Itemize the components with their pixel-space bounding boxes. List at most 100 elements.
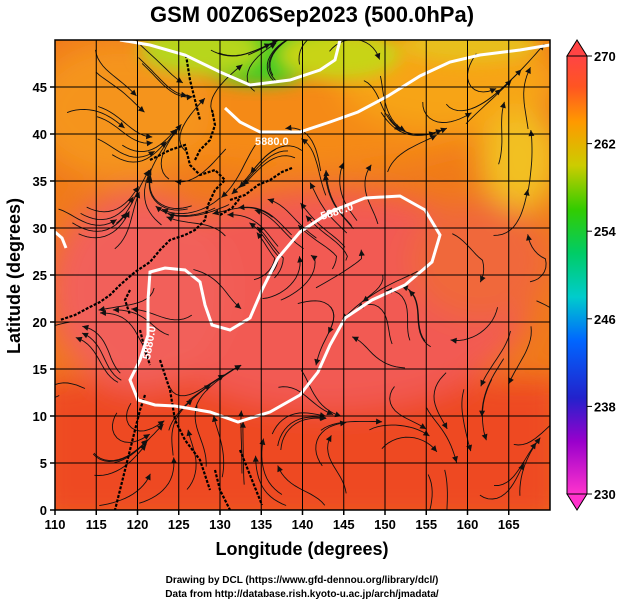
- streamline-arrow: [301, 138, 309, 145]
- streamline: [320, 420, 383, 431]
- streamline-arrow: [299, 31, 306, 37]
- streamline: [301, 138, 327, 196]
- streamline-arrow: [146, 140, 153, 147]
- streamline-arrow: [419, 423, 427, 429]
- streamline: [256, 226, 284, 279]
- streamline: [114, 423, 164, 463]
- streamline-arrow: [235, 64, 243, 71]
- streamline: [144, 168, 162, 226]
- contour-label-3: 5880.0: [141, 325, 159, 360]
- streamline-arrow: [171, 457, 177, 464]
- streamline-arrow: [518, 463, 524, 471]
- streamline-arrow: [376, 418, 383, 425]
- streamline-arrow: [157, 420, 165, 427]
- streamline: [95, 49, 137, 97]
- streamline: [527, 129, 533, 193]
- streamline: [315, 249, 363, 289]
- streamline-arrow: [146, 176, 153, 184]
- streamline-arrow: [143, 434, 150, 440]
- streamline: [55, 382, 86, 389]
- streamline: [536, 300, 550, 309]
- streamline: [480, 330, 511, 387]
- streamline-arrow: [450, 337, 457, 344]
- streamline: [55, 321, 70, 326]
- streamline-arrow: [530, 442, 537, 450]
- streamline-arrow: [127, 196, 134, 204]
- streamline-arrow: [430, 445, 437, 452]
- streamline: [227, 214, 279, 247]
- x-tick-label: 160: [457, 517, 479, 532]
- contour-5880: [55, 40, 550, 424]
- streamline: [351, 336, 406, 369]
- streamline-arrow: [239, 421, 246, 428]
- streamline-arrow: [157, 424, 164, 431]
- streamline: [188, 364, 242, 401]
- streamline: [94, 444, 147, 476]
- streamline: [266, 40, 288, 81]
- streamline-arrow: [82, 324, 89, 331]
- streamline: [369, 424, 430, 437]
- streamline: [131, 308, 193, 321]
- streamline: [380, 112, 436, 136]
- streamline-arrow: [138, 106, 145, 113]
- streamline-arrow: [325, 435, 332, 443]
- streamline: [315, 306, 335, 366]
- streamline: [169, 374, 225, 397]
- streamline: [527, 234, 547, 283]
- streamline: [422, 101, 472, 123]
- streamline: [247, 40, 281, 56]
- streamline-arrow: [100, 310, 106, 316]
- streamline-arrow: [186, 94, 193, 101]
- streamline: [427, 474, 433, 510]
- streamline-arrow: [480, 275, 486, 283]
- x-tick-label: 135: [250, 517, 272, 532]
- streamline-arrow: [130, 89, 137, 96]
- streamline-arrow: [166, 216, 174, 222]
- streamline: [297, 224, 337, 270]
- chart-title: GSM 00Z06Sep2023 (500.0hPa): [150, 2, 474, 27]
- streamline-arrow: [557, 343, 563, 350]
- streamline-arrow: [297, 256, 304, 263]
- streamline-arrow: [505, 80, 512, 87]
- colorbar-scale: [566, 55, 588, 495]
- streamline: [280, 417, 327, 451]
- y-tick-label: 15: [33, 362, 47, 377]
- y-axis-title: Latitude (degrees): [4, 198, 24, 354]
- streamline: [122, 128, 177, 153]
- streamline: [479, 463, 525, 500]
- streamline: [445, 88, 502, 112]
- streamline: [97, 138, 155, 158]
- credit-data: Data from http://database.rish.kyoto-u.a…: [165, 589, 439, 600]
- streamline-arrow: [299, 29, 306, 35]
- streamline: [379, 75, 406, 132]
- streamline: [80, 196, 134, 221]
- streamline: [186, 429, 197, 490]
- colorbar-tick-label: 254: [594, 224, 616, 239]
- streamline: [315, 422, 347, 467]
- streamline: [508, 326, 532, 385]
- x-tick-label: 140: [292, 517, 314, 532]
- streamline: [278, 386, 334, 416]
- streamline-arrow: [508, 377, 514, 384]
- streamline: [148, 174, 188, 211]
- streamline-arrow: [440, 127, 447, 134]
- streamline-arrow: [239, 181, 246, 188]
- streamline-arrow: [238, 410, 244, 417]
- credit-dcl: Drawing by DCL (https://www.gfd-dennou.o…: [166, 575, 439, 586]
- streamline: [97, 106, 153, 138]
- colorbar-tick-label: 238: [594, 399, 616, 414]
- y-tick-label: 30: [33, 221, 47, 236]
- streamline: [498, 101, 505, 165]
- streamline-arrow: [112, 306, 119, 313]
- streamline: [452, 233, 485, 283]
- streamline-arrow: [82, 332, 89, 339]
- streamline: [255, 455, 287, 506]
- streamline-arrow: [323, 174, 329, 181]
- streamline-arrow: [256, 232, 263, 240]
- streamline: [242, 421, 245, 485]
- streamline: [96, 116, 153, 144]
- graticule: [55, 40, 550, 510]
- streamline: [269, 40, 289, 76]
